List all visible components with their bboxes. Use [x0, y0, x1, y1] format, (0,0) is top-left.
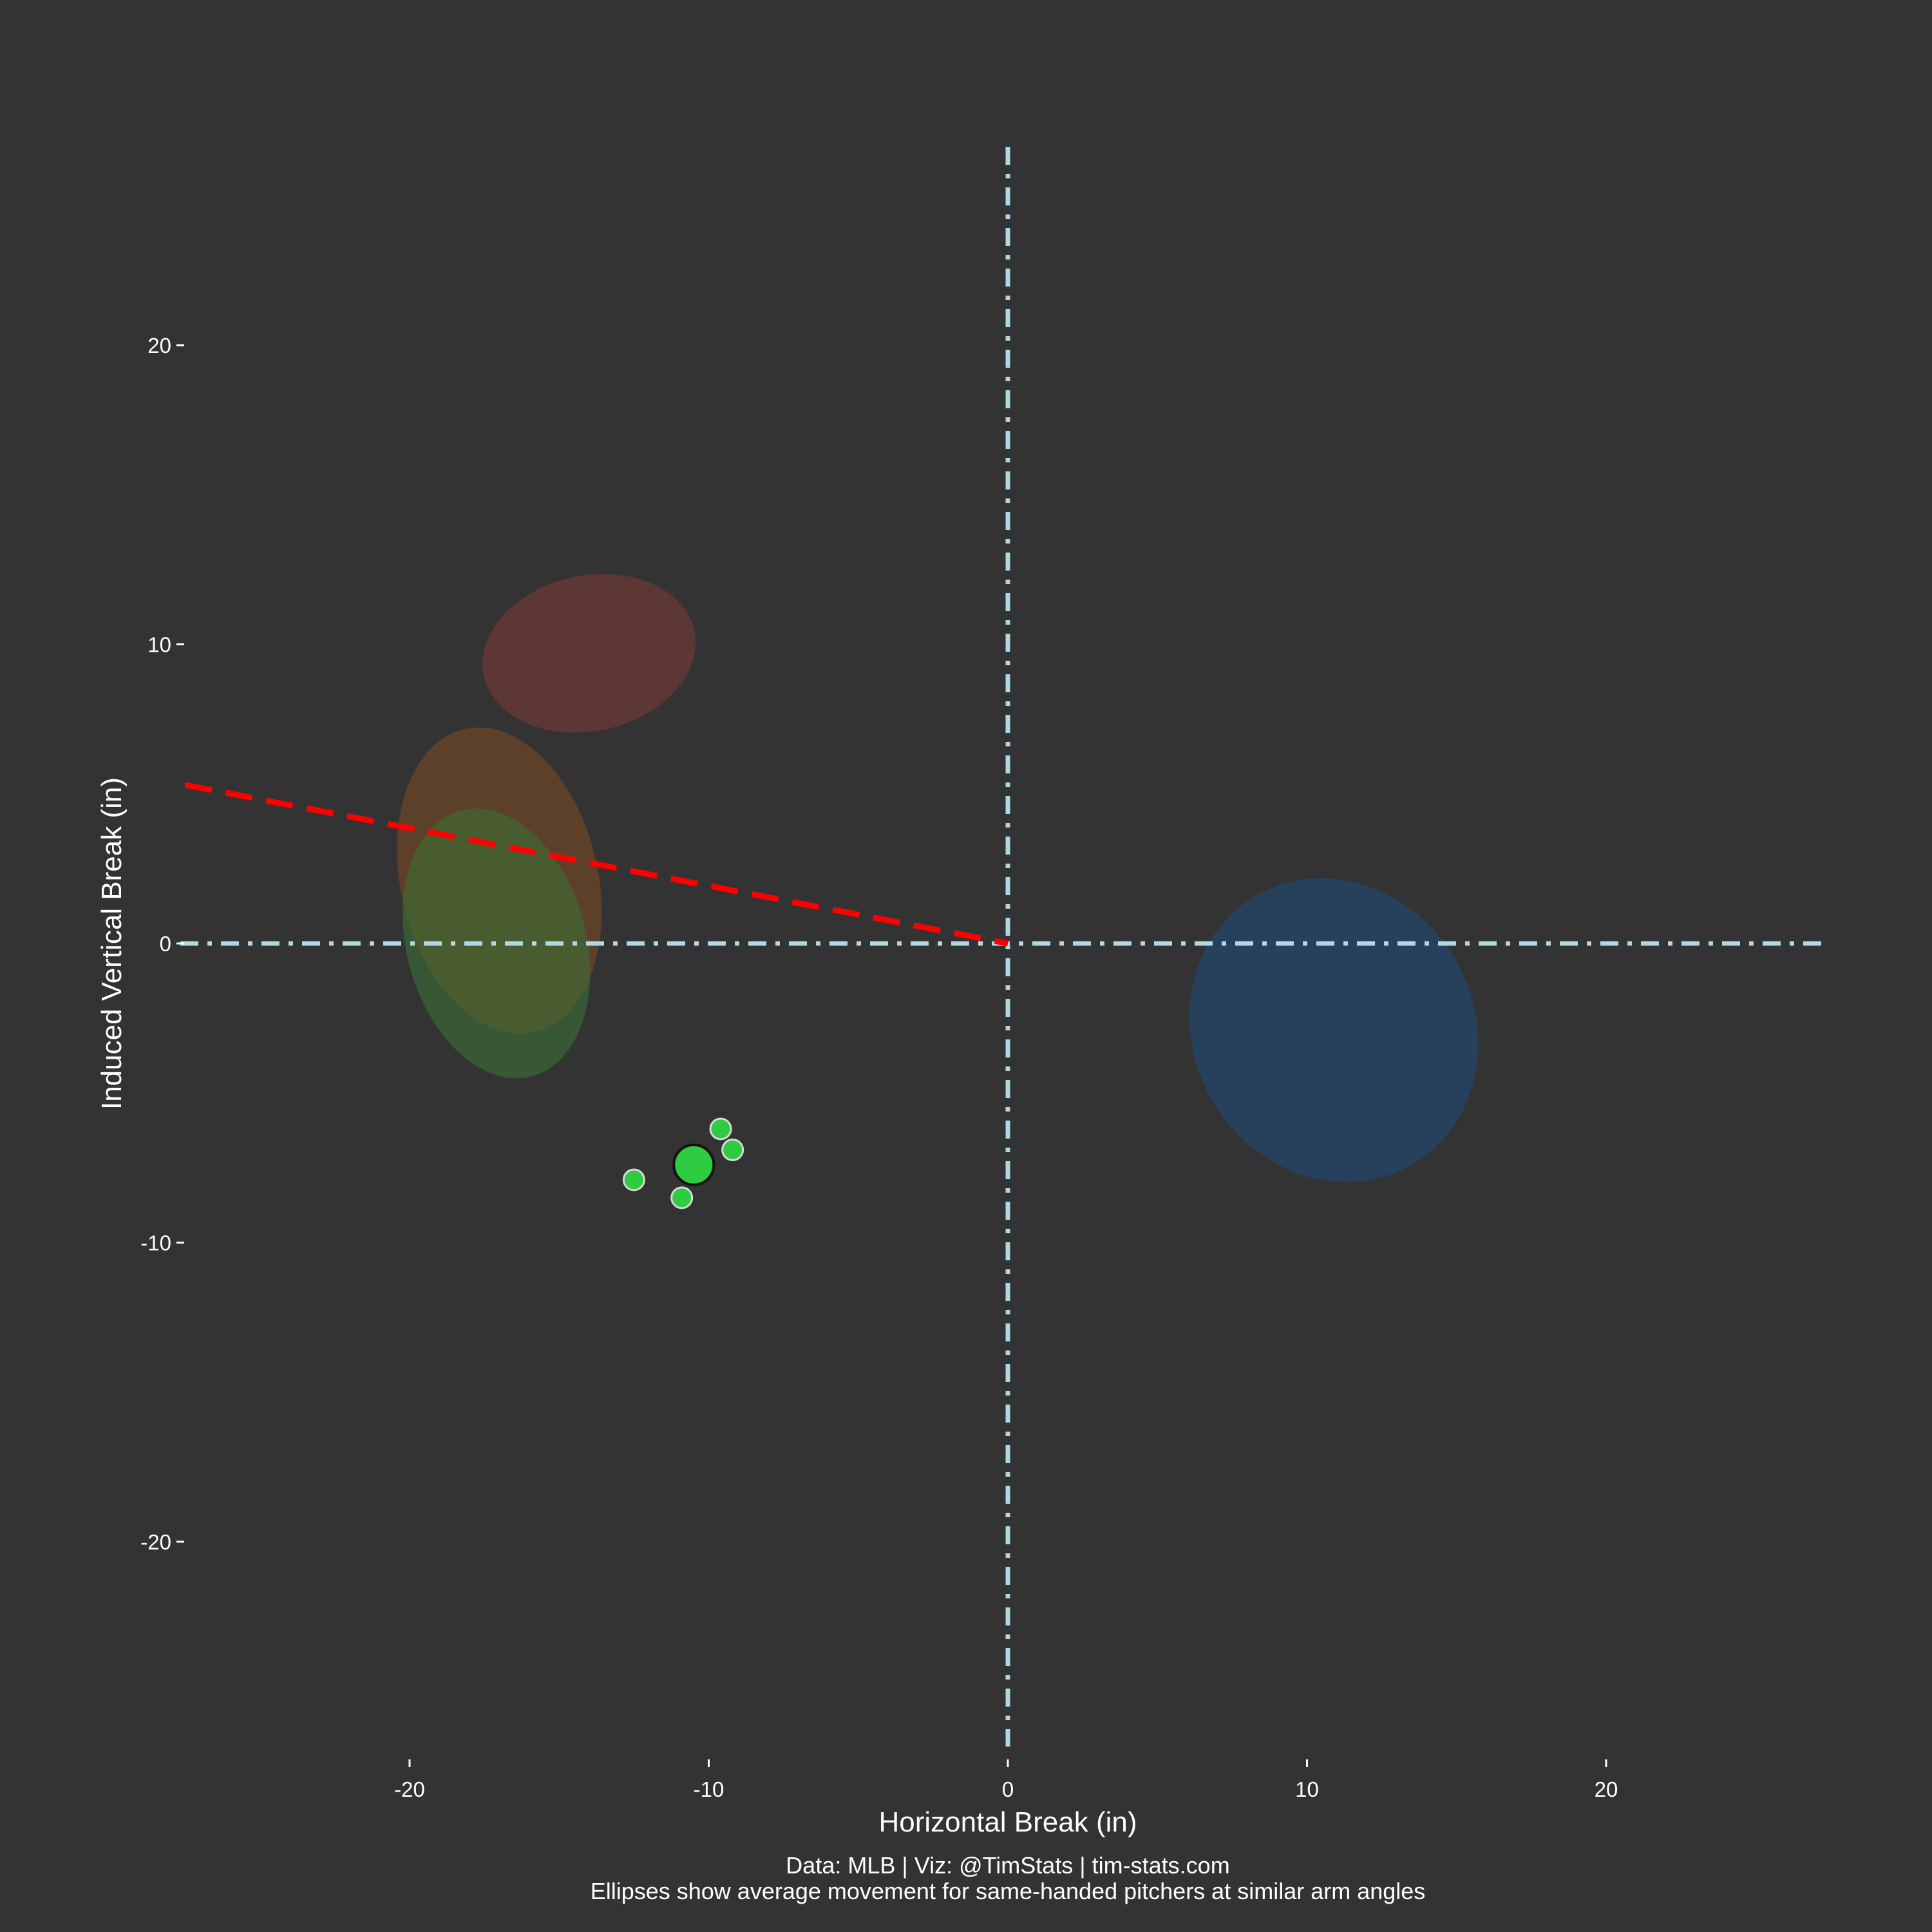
- x-tick-label: 0: [1002, 1777, 1014, 1801]
- pitch-point: [622, 1168, 645, 1191]
- arm-angle-line: [184, 782, 1009, 947]
- y-tick-label: 10: [147, 633, 171, 657]
- pitch-point: [670, 1186, 694, 1209]
- y-tick-label: 0: [160, 932, 171, 956]
- pitch-point: [721, 1139, 744, 1162]
- arm-angle-layer: [184, 782, 1009, 947]
- movement-ellipse-1: [482, 574, 696, 733]
- movement-ellipse-4: [1189, 878, 1479, 1182]
- x-tick-label: -20: [394, 1777, 425, 1801]
- x-axis-title: Horizontal Break (in): [878, 1806, 1137, 1838]
- ellipse-layer: [397, 574, 1479, 1182]
- pitch-point: [709, 1117, 732, 1141]
- y-tick-label: 20: [147, 334, 171, 357]
- axes: -20 -10 0 10 20 20 10 0 -10 -20: [140, 334, 1618, 1801]
- pitch-average-point: [672, 1143, 715, 1186]
- x-tick-label: 10: [1295, 1777, 1319, 1801]
- caption-source: Data: MLB | Viz: @TimStats | tim-stats.c…: [786, 1852, 1229, 1879]
- y-tick-label: -10: [140, 1231, 171, 1255]
- caption-note: Ellipses show average movement for same-…: [591, 1878, 1426, 1904]
- movement-ellipse-3: [402, 808, 591, 1079]
- pitch-points: [622, 1117, 744, 1209]
- x-tick-label: -10: [694, 1777, 724, 1801]
- y-tick-label: -20: [140, 1530, 171, 1554]
- y-axis-title: Induced Vertical Break (in): [96, 777, 128, 1110]
- x-tick-label: 20: [1595, 1777, 1618, 1801]
